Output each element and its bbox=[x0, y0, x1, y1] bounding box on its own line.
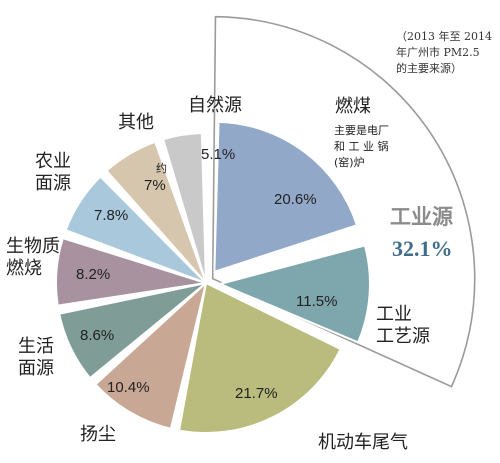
slice-label-other-0: 其他 bbox=[118, 112, 154, 133]
slice-label-industrial-process-1: 工艺源 bbox=[376, 326, 430, 347]
annotation-line-1: （2013 年至 2014 bbox=[396, 29, 492, 43]
slice-value-biomass: 8.2% bbox=[76, 266, 110, 283]
source-annotation: （2013 年至 2014 年广州市 PM2.5 的主要来源） bbox=[396, 29, 492, 75]
slice-coal bbox=[213, 120, 359, 274]
slice-value-natural: 5.1% bbox=[201, 146, 235, 163]
slice-label-biomass-1: 燃烧 bbox=[6, 258, 42, 279]
slice-natural bbox=[161, 132, 207, 284]
slice-label-domestic-0: 生活 bbox=[18, 336, 54, 357]
slice-label-biomass-0: 生物质 bbox=[6, 236, 60, 257]
slice-label-coal-0: 燃煤 bbox=[335, 96, 371, 117]
slice-value-agriculture: 7.8% bbox=[94, 207, 128, 224]
slice-value-other: 7% bbox=[144, 177, 166, 194]
slice-prefix-other: 约 bbox=[156, 162, 167, 175]
slice-sublabel-coal-0: 主要是电厂 bbox=[334, 124, 389, 137]
slice-label-domestic-1: 面源 bbox=[18, 358, 54, 379]
slice-value-vehicle-exhaust: 21.7% bbox=[235, 385, 278, 402]
slice-label-vehicle-exhaust-0: 机动车尾气 bbox=[318, 432, 408, 453]
slice-value-dust: 10.4% bbox=[107, 379, 150, 396]
slice-value-domestic: 8.6% bbox=[80, 327, 114, 344]
slice-sublabel-coal-1: 和 工 业 锅 bbox=[334, 140, 389, 153]
slice-sublabel-coal-2: (窑)炉 bbox=[334, 155, 365, 169]
slice-other bbox=[105, 140, 207, 284]
slice-domestic bbox=[58, 282, 207, 380]
group-name: 工业源 bbox=[390, 205, 453, 229]
slice-value-industrial-process: 11.5% bbox=[296, 293, 337, 310]
slice-industrial-process bbox=[216, 244, 371, 344]
slice-label-natural-0: 自然源 bbox=[188, 95, 242, 116]
pie-wedges bbox=[55, 15, 476, 434]
slice-label-industrial-process-0: 工业 bbox=[376, 304, 412, 325]
slice-vehicle-exhaust bbox=[177, 281, 343, 434]
group-label: 工业源 32.1% bbox=[390, 205, 453, 261]
annotation-line-2: 年广州市 PM2.5 bbox=[396, 45, 480, 59]
slice-label-agriculture-0: 农业 bbox=[35, 151, 71, 172]
slice-biomass bbox=[55, 236, 207, 307]
slice-value-coal: 20.6% bbox=[274, 191, 317, 208]
slice-label-dust-0: 扬尘 bbox=[80, 424, 116, 445]
slice-label-agriculture-1: 面源 bbox=[35, 173, 71, 194]
group-outline-wedge bbox=[211, 15, 476, 388]
annotation-line-3: 的主要来源） bbox=[396, 61, 462, 75]
group-value: 32.1% bbox=[392, 236, 453, 261]
slice-agriculture bbox=[64, 175, 207, 284]
slice-dust bbox=[94, 280, 208, 431]
